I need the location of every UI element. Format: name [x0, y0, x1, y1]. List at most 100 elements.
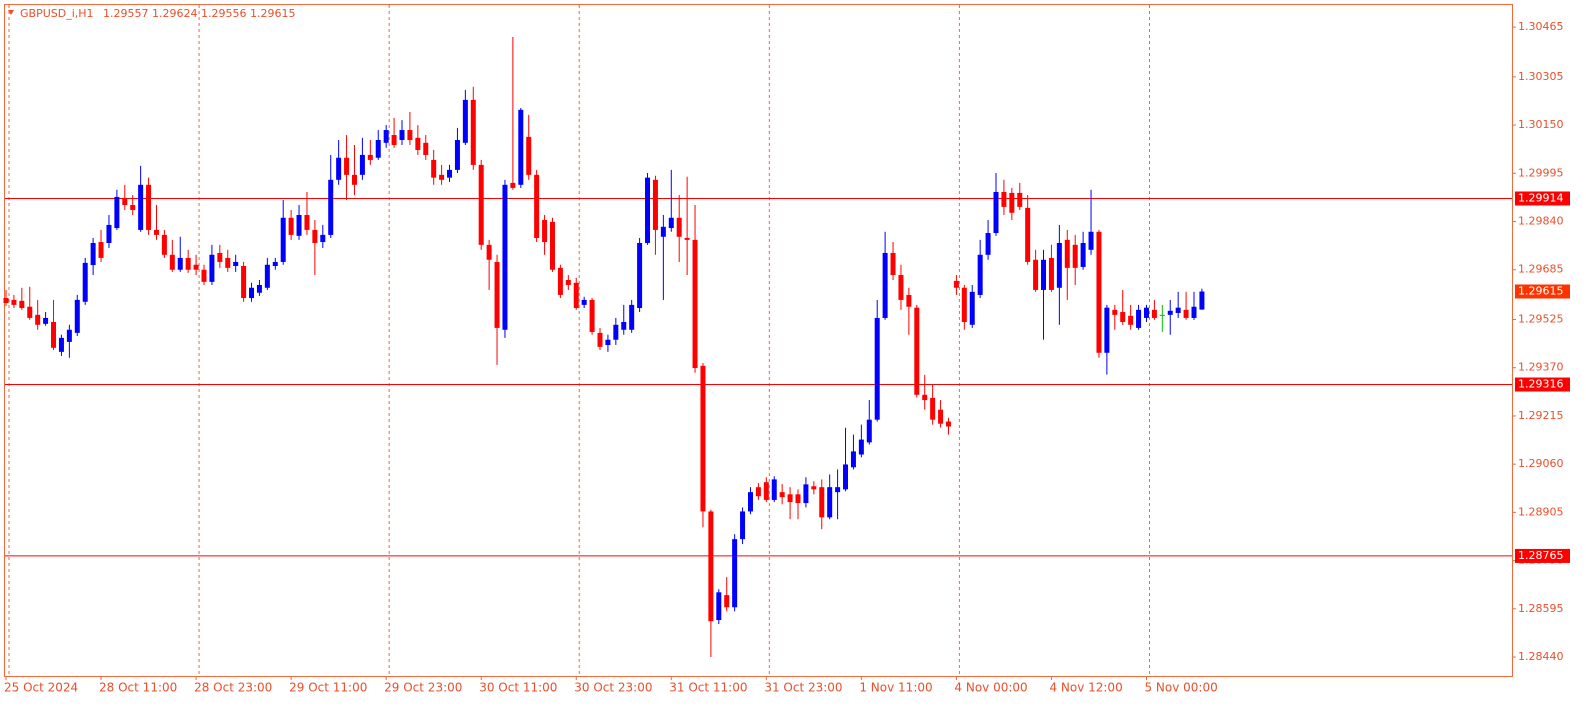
candle-body: [3, 298, 9, 304]
candle-body: [827, 487, 833, 518]
x-tick-label: 4 Nov 12:00: [1049, 681, 1122, 695]
chart-title: GBPUSD_i,H1: [20, 7, 94, 20]
candle-body: [1064, 239, 1070, 268]
candle-body: [439, 174, 445, 180]
candle-body: [993, 191, 999, 234]
y-tick-label: 1.29370: [1518, 361, 1564, 374]
candle-body: [597, 332, 603, 347]
candle-body: [629, 304, 635, 330]
x-tick-label: 29 Oct 11:00: [289, 681, 367, 695]
candle-body: [344, 157, 350, 175]
candle-body: [573, 282, 579, 308]
candle-body: [771, 479, 777, 500]
level-label: 1.29914: [1518, 191, 1564, 204]
candle-body: [589, 299, 595, 332]
level-label-bg: [1515, 548, 1570, 563]
candle-body: [930, 397, 936, 420]
candle-body: [890, 252, 896, 276]
candle-body: [407, 130, 413, 141]
candle-body: [66, 329, 72, 342]
candle-body: [1191, 306, 1197, 318]
candle-body: [1048, 257, 1054, 290]
candle-body: [74, 299, 80, 333]
candle-body: [961, 287, 967, 322]
candle-body: [241, 265, 247, 299]
ohlc-value: 1.29556: [201, 7, 247, 20]
candle-body: [486, 244, 492, 260]
candle-body: [819, 487, 825, 518]
candle-body: [1159, 314, 1165, 316]
y-tick-label: 1.29215: [1518, 409, 1564, 422]
candle-body: [1128, 315, 1134, 325]
candle-body: [645, 177, 651, 243]
candle-body: [803, 484, 809, 504]
candle-body: [732, 539, 738, 608]
x-tick-label: 1 Nov 11:00: [859, 681, 932, 695]
candle-body: [470, 99, 476, 165]
y-tick-label: 1.29525: [1518, 313, 1564, 326]
candle-body: [1009, 192, 1015, 213]
candle-body: [415, 137, 421, 150]
candle-body: [82, 262, 88, 302]
candle-body: [19, 300, 25, 308]
level-label: 1.29316: [1518, 378, 1564, 391]
candle-body: [740, 511, 746, 540]
candle-body: [304, 214, 310, 230]
candle-body: [1120, 312, 1126, 322]
candle-body: [193, 264, 199, 270]
candle-body: [454, 140, 460, 170]
candle-body: [35, 314, 41, 325]
candle-body: [423, 142, 429, 155]
candle-body: [1143, 307, 1149, 318]
candle-body: [383, 130, 389, 143]
candle-body: [557, 267, 563, 295]
candle-body: [1104, 307, 1110, 353]
candle-body: [534, 174, 540, 238]
candle-body: [1080, 242, 1086, 267]
candle-body: [1072, 244, 1078, 268]
candle-body: [518, 109, 524, 185]
candle-body: [249, 287, 255, 299]
candle-body: [755, 487, 761, 497]
candle-body: [621, 321, 627, 330]
candle-body: [11, 299, 17, 305]
candle-body: [320, 234, 326, 243]
candle-body: [359, 154, 365, 175]
candle-body: [1175, 307, 1181, 313]
candle-body: [122, 197, 128, 206]
ohlc-value: 1.29615: [250, 7, 296, 20]
ohlc-value: 1.29624: [152, 7, 198, 20]
candle-body: [336, 157, 342, 180]
candle-body: [177, 257, 183, 270]
level-label-bg: [1515, 377, 1570, 392]
candle-body: [938, 409, 944, 424]
candle-body: [51, 321, 57, 348]
candle-body: [272, 261, 278, 266]
candle-body: [288, 217, 294, 235]
candle-body: [1017, 192, 1023, 207]
level-label: 1.28765: [1518, 549, 1564, 562]
ohlc-readout: 1.29557 1.29624 1.29556 1.29615: [103, 7, 296, 20]
candle-body: [146, 184, 152, 230]
candle-body: [906, 294, 912, 307]
level-label-bg: [1515, 191, 1570, 206]
candle-body: [668, 217, 674, 229]
candle-body: [1096, 231, 1102, 353]
candle-body: [1167, 310, 1173, 315]
x-tick-label: 25 Oct 2024: [4, 681, 78, 695]
candle-body: [256, 284, 262, 293]
candle-body: [898, 275, 904, 300]
candle-body: [431, 159, 437, 178]
ohlc-value: 1.29557: [103, 7, 149, 20]
candle-body: [447, 169, 453, 178]
candle-body: [843, 464, 849, 490]
candle-body: [233, 261, 239, 266]
x-tick-label: 31 Oct 23:00: [764, 681, 842, 695]
candle-body: [850, 451, 856, 468]
candle-body: [106, 224, 112, 243]
candle-body: [795, 494, 801, 504]
candle-body: [375, 140, 381, 158]
